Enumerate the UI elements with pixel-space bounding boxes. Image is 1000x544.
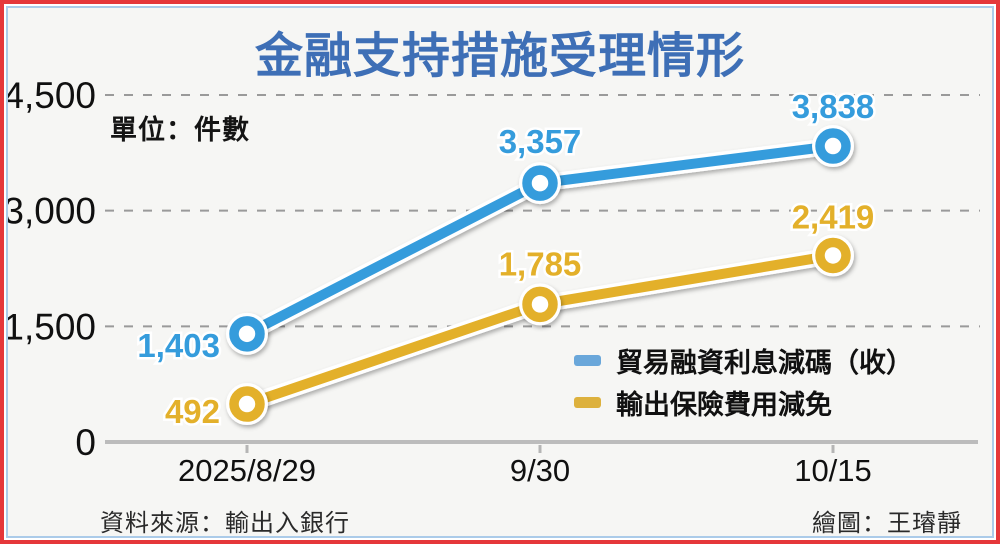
legend: 貿易融資利息減碼（收） 輸出保險費用減免 [574,339,913,423]
legend-swatch-blue [574,354,601,366]
data-point-label: 1,403 [137,327,220,364]
line-chart: 0 1,500 3,000 4,500 2025/8/29 9/30 10/15 1,403 3… [8,75,980,488]
y-tick-label: 3,000 [8,191,96,232]
x-tick-label: 9/30 [510,453,570,488]
chart-canvas: 金融支持措施受理情形 單位：件數 0 1,500 3,000 4,500 2025/8/… [6,6,994,538]
data-point-marker [815,237,851,274]
data-point-marker [815,128,851,164]
data-point-marker [522,165,558,201]
legend-item-export-insurance: 輸出保險費用減免 [574,381,913,423]
legend-label: 貿易融資利息減碼（收） [616,347,913,378]
y-tick-label: 4,500 [8,75,96,116]
legend-item-trade-finance: 貿易融資利息減碼（收） [574,339,913,381]
y-tick-label: 1,500 [8,306,96,347]
data-point-label: 1,785 [499,245,582,282]
y-tick-label: 0 [75,422,96,463]
x-tick-label: 10/15 [794,453,872,488]
data-point-label: 3,357 [499,123,582,160]
legend-label: 輸出保險費用減免 [616,389,832,420]
legend-swatch-yellow [574,396,601,408]
unit-label: 單位：件數 [110,115,250,145]
source-note: 資料來源：輸出入銀行 [100,510,350,537]
data-point-marker [229,316,265,352]
series-1: 492 1,785 2,419 [162,196,876,433]
data-point-label: 2,419 [792,198,875,235]
chart-title: 金融支持措施受理情形 [254,30,745,83]
data-point-label: 3,838 [792,88,875,125]
x-tick-label: 2025/8/29 [178,453,316,488]
data-point-label: 492 [165,393,220,430]
series-0: 1,403 3,357 3,838 [135,86,877,367]
data-point-marker [522,286,558,323]
credit-note: 繪圖：王璿靜 [812,510,962,537]
data-point-marker [229,386,265,422]
